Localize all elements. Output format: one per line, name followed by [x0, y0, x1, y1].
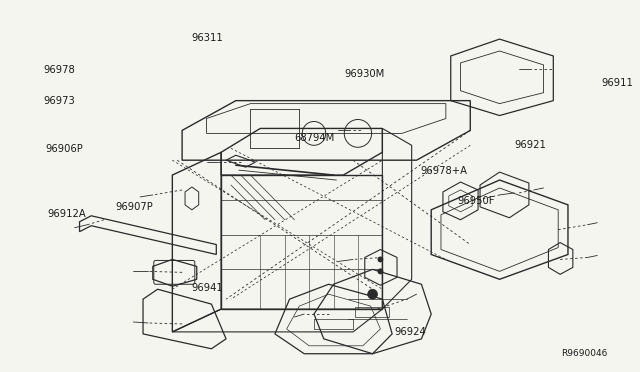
Text: 96311: 96311: [192, 33, 223, 43]
Circle shape: [368, 289, 378, 299]
Text: 96930M: 96930M: [344, 70, 384, 80]
Text: 96978+A: 96978+A: [420, 166, 467, 176]
Text: 96907P: 96907P: [115, 202, 153, 212]
Text: 96906P: 96906P: [45, 144, 83, 154]
Text: 96950F: 96950F: [458, 196, 495, 206]
Text: 96941: 96941: [191, 283, 223, 292]
Text: 96921: 96921: [514, 140, 546, 150]
Circle shape: [378, 268, 383, 274]
Text: 96912A: 96912A: [47, 209, 86, 219]
Bar: [355, 307, 389, 317]
Circle shape: [378, 256, 383, 262]
Text: 96973: 96973: [44, 96, 75, 106]
Text: 96978: 96978: [44, 65, 75, 75]
Text: 96924: 96924: [394, 327, 426, 337]
Text: R9690046: R9690046: [561, 349, 607, 358]
Text: 96911: 96911: [602, 78, 634, 88]
Text: 68794M: 68794M: [294, 133, 334, 143]
